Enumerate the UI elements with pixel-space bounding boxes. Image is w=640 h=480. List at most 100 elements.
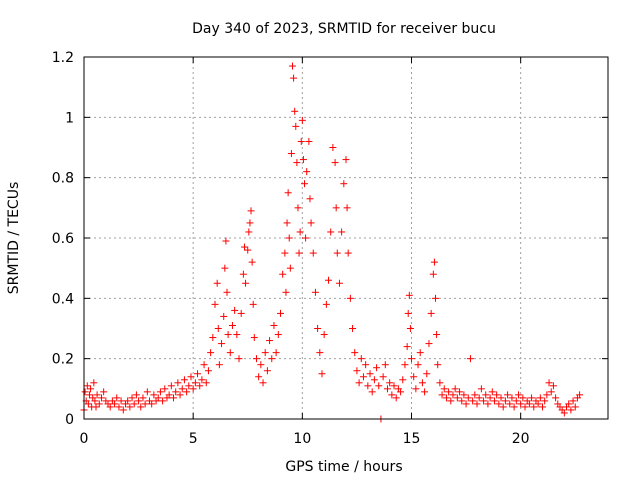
y-tick-label: 0.6 xyxy=(52,231,74,247)
data-point xyxy=(438,391,446,399)
data-point xyxy=(547,388,555,396)
data-point xyxy=(143,388,151,396)
data-point xyxy=(81,388,89,396)
data-point xyxy=(399,376,407,384)
data-point xyxy=(291,107,299,115)
data-point xyxy=(329,144,337,151)
data-point xyxy=(174,379,182,387)
data-point xyxy=(135,397,143,405)
data-point xyxy=(306,195,314,203)
data-point xyxy=(132,391,140,399)
data-point xyxy=(249,300,257,308)
data-point xyxy=(475,394,483,402)
data-point xyxy=(296,228,304,236)
y-tick-label: 0.4 xyxy=(52,291,74,307)
data-point xyxy=(530,403,538,411)
data-point xyxy=(307,219,315,227)
data-point xyxy=(486,394,494,402)
x-tick-label: 10 xyxy=(293,431,311,447)
data-point xyxy=(191,379,199,387)
data-point xyxy=(418,379,426,387)
data-point xyxy=(185,382,193,390)
data-point xyxy=(359,373,367,381)
data-point xyxy=(284,189,292,197)
data-point xyxy=(534,400,542,408)
data-point xyxy=(119,406,127,414)
data-point xyxy=(159,397,167,405)
data-point xyxy=(343,204,351,212)
data-point xyxy=(410,373,418,381)
data-point xyxy=(427,309,435,317)
data-point xyxy=(92,403,100,411)
data-point xyxy=(170,394,178,402)
data-point xyxy=(248,258,256,266)
data-point xyxy=(299,156,307,164)
data-point xyxy=(240,243,248,251)
data-point xyxy=(366,370,374,378)
data-point xyxy=(305,137,313,145)
data-point xyxy=(510,403,518,411)
data-point xyxy=(447,397,455,405)
data-point xyxy=(204,367,212,375)
data-point xyxy=(434,361,442,369)
data-point xyxy=(183,388,191,396)
data-point xyxy=(318,370,326,378)
data-point xyxy=(222,237,230,245)
data-point xyxy=(549,382,557,390)
data-point xyxy=(545,379,553,387)
data-point xyxy=(423,370,431,378)
data-point xyxy=(245,228,253,236)
data-point xyxy=(148,400,156,408)
data-point xyxy=(436,379,444,387)
data-point xyxy=(196,382,204,390)
data-point xyxy=(294,204,302,212)
data-point xyxy=(405,291,413,299)
data-point xyxy=(274,331,282,339)
data-point xyxy=(392,394,400,402)
data-point xyxy=(567,406,575,414)
data-point xyxy=(198,376,206,384)
data-point xyxy=(429,270,437,278)
data-point xyxy=(223,288,231,296)
data-point xyxy=(397,388,405,396)
data-point xyxy=(209,334,217,342)
data-point xyxy=(449,391,457,399)
data-point xyxy=(83,382,91,390)
data-point xyxy=(490,397,498,405)
data-point xyxy=(346,294,354,302)
data-point xyxy=(297,137,305,145)
data-point xyxy=(488,388,496,396)
data-point xyxy=(106,403,114,411)
data-point xyxy=(124,397,132,405)
data-point xyxy=(221,264,229,272)
data-point xyxy=(325,276,333,284)
data-point xyxy=(214,325,222,332)
data-point xyxy=(355,379,363,387)
data-point xyxy=(247,207,255,215)
data-point xyxy=(290,74,298,82)
data-point xyxy=(167,382,175,390)
data-point xyxy=(282,288,290,296)
data-point xyxy=(202,379,210,387)
data-point xyxy=(408,355,415,363)
data-point xyxy=(91,397,99,405)
data-point xyxy=(370,376,378,384)
data-point xyxy=(414,361,422,369)
data-point xyxy=(416,349,424,357)
data-point xyxy=(501,397,509,405)
x-tick-label: 15 xyxy=(403,431,421,447)
data-point xyxy=(226,349,234,357)
data-point xyxy=(100,388,108,396)
data-point xyxy=(289,62,297,70)
data-point xyxy=(295,249,303,257)
data-point xyxy=(237,309,245,317)
data-point xyxy=(292,122,300,130)
data-point xyxy=(344,249,352,257)
data-point xyxy=(141,400,149,408)
data-point xyxy=(480,397,488,405)
data-point xyxy=(388,391,396,399)
data-point xyxy=(287,150,295,158)
data-point xyxy=(255,373,263,381)
data-point xyxy=(508,394,516,402)
data-point xyxy=(85,391,93,399)
